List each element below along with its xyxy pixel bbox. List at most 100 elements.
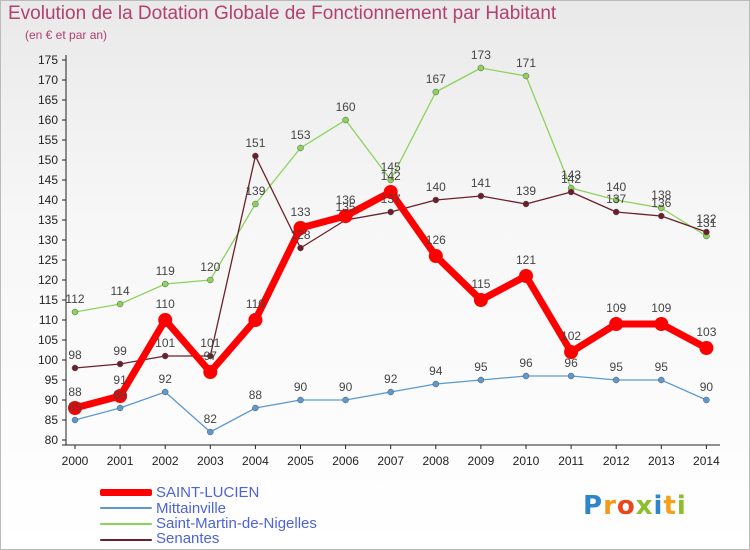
data-label-saint-lucien: 91 xyxy=(113,373,127,387)
data-label-mittainville: 90 xyxy=(700,380,714,394)
data-point-senantes xyxy=(252,152,259,160)
data-point-mittainville xyxy=(297,396,304,404)
data-label-mittainville: 95 xyxy=(610,360,624,374)
legend-label-saint-martin-de-nigelles: Saint-Martin-de-Nigelles xyxy=(156,515,317,532)
data-label-saint-martin-de-nigelles: 119 xyxy=(156,264,175,278)
data-label-senantes: 140 xyxy=(426,180,446,194)
data-label-mittainville: 90 xyxy=(339,380,353,394)
data-label-mittainville: 96 xyxy=(519,356,533,370)
data-label-saint-lucien: 115 xyxy=(471,277,490,291)
data-point-mittainville xyxy=(387,388,394,396)
data-label-mittainville: 88 xyxy=(113,388,127,402)
legend-swatch-mittainville xyxy=(100,507,152,509)
x-tick-label: 2007 xyxy=(377,454,404,468)
y-tick-label: 140 xyxy=(38,193,58,207)
data-label-saint-lucien: 97 xyxy=(204,349,218,363)
x-tick-label: 2000 xyxy=(62,454,89,468)
data-label-mittainville: 82 xyxy=(204,412,218,426)
data-point-senantes xyxy=(432,196,440,204)
data-label-mittainville: 92 xyxy=(159,372,173,386)
data-point-saint-martin-de-nigelles xyxy=(297,144,304,152)
x-tick-label: 2002 xyxy=(152,454,179,468)
data-point-saint-lucien xyxy=(383,185,398,199)
data-label-saint-lucien: 109 xyxy=(606,301,626,315)
data-point-saint-lucien xyxy=(609,317,624,331)
data-point-mittainville xyxy=(252,404,259,412)
data-label-saint-lucien: 88 xyxy=(68,385,82,399)
data-label-senantes: 135 xyxy=(336,200,356,214)
legend-label-mittainville: Mittainville xyxy=(156,500,227,517)
data-point-senantes xyxy=(207,352,214,360)
y-tick-label: 130 xyxy=(38,233,58,247)
data-point-senantes xyxy=(703,228,710,236)
x-tick-label: 2013 xyxy=(648,454,675,468)
data-label-saint-martin-de-nigelles: 112 xyxy=(65,292,84,306)
legend-swatch-saint-lucien xyxy=(100,489,152,496)
data-point-saint-lucien xyxy=(699,341,714,355)
data-point-senantes xyxy=(612,208,620,216)
y-tick-label: 100 xyxy=(38,353,58,367)
data-point-mittainville xyxy=(432,380,440,388)
y-tick-label: 155 xyxy=(38,133,58,147)
data-point-saint-martin-de-nigelles xyxy=(207,276,214,284)
data-point-saint-martin-de-nigelles xyxy=(71,308,79,316)
data-point-saint-martin-de-nigelles xyxy=(252,200,259,208)
y-tick-label: 95 xyxy=(45,373,59,387)
data-point-saint-lucien xyxy=(564,345,579,359)
data-point-saint-martin-de-nigelles xyxy=(342,116,349,124)
data-point-mittainville xyxy=(71,416,79,424)
data-label-saint-martin-de-nigelles: 143 xyxy=(561,168,581,182)
data-label-saint-martin-de-nigelles: 173 xyxy=(471,48,491,62)
data-label-saint-martin-de-nigelles: 160 xyxy=(336,100,356,114)
y-tick-label: 165 xyxy=(38,93,58,107)
data-point-mittainville xyxy=(342,396,349,404)
data-label-mittainville: 95 xyxy=(655,360,669,374)
data-label-senantes: 139 xyxy=(516,184,536,198)
data-point-saint-martin-de-nigelles xyxy=(522,72,530,80)
data-point-mittainville xyxy=(161,388,169,396)
data-label-saint-lucien: 110 xyxy=(246,297,265,311)
data-label-mittainville: 92 xyxy=(384,372,398,386)
proxiti-logo: Proxiti xyxy=(583,491,687,521)
data-point-saint-lucien xyxy=(473,293,488,307)
data-point-saint-lucien xyxy=(428,249,443,263)
data-point-senantes xyxy=(658,212,665,220)
x-tick-label: 2011 xyxy=(558,454,584,468)
data-point-saint-lucien xyxy=(158,313,173,327)
chart-subtitle: (en € et par an) xyxy=(25,28,108,42)
data-point-saint-lucien xyxy=(293,221,308,235)
data-label-senantes: 151 xyxy=(245,136,265,150)
data-point-saint-lucien xyxy=(113,389,128,403)
data-point-saint-martin-de-nigelles xyxy=(116,300,124,308)
data-label-senantes: 101 xyxy=(155,336,175,350)
data-point-saint-lucien xyxy=(519,269,533,283)
legend-swatch-senantes xyxy=(100,539,152,541)
y-tick-label: 125 xyxy=(38,253,58,267)
data-point-mittainville xyxy=(477,376,485,384)
y-tick-label: 110 xyxy=(39,313,58,327)
data-label-mittainville: 85 xyxy=(68,400,82,414)
data-label-senantes: 141 xyxy=(471,176,491,190)
data-point-saint-martin-de-nigelles xyxy=(432,88,440,96)
data-label-saint-lucien: 126 xyxy=(426,233,446,247)
y-tick-label: 115 xyxy=(39,293,58,307)
data-label-mittainville: 95 xyxy=(474,360,488,374)
y-tick-label: 175 xyxy=(38,53,58,67)
y-tick-label: 120 xyxy=(38,273,58,287)
data-point-mittainville xyxy=(658,376,665,384)
data-label-saint-martin-de-nigelles: 114 xyxy=(111,284,130,298)
legend-label-senantes: Senantes xyxy=(156,530,220,547)
data-label-senantes: 142 xyxy=(561,172,581,186)
y-tick-label: 105 xyxy=(38,333,58,347)
data-label-senantes: 99 xyxy=(113,344,127,358)
data-label-senantes: 137 xyxy=(606,192,626,206)
data-point-saint-martin-de-nigelles xyxy=(658,204,665,212)
legend-swatch-saint-martin-de-nigelles xyxy=(100,523,152,525)
data-label-saint-lucien: 110 xyxy=(156,297,175,311)
data-point-mittainville xyxy=(207,428,214,436)
data-point-senantes xyxy=(161,352,169,360)
data-label-saint-lucien: 103 xyxy=(696,325,716,339)
y-tick-label: 85 xyxy=(45,413,59,427)
